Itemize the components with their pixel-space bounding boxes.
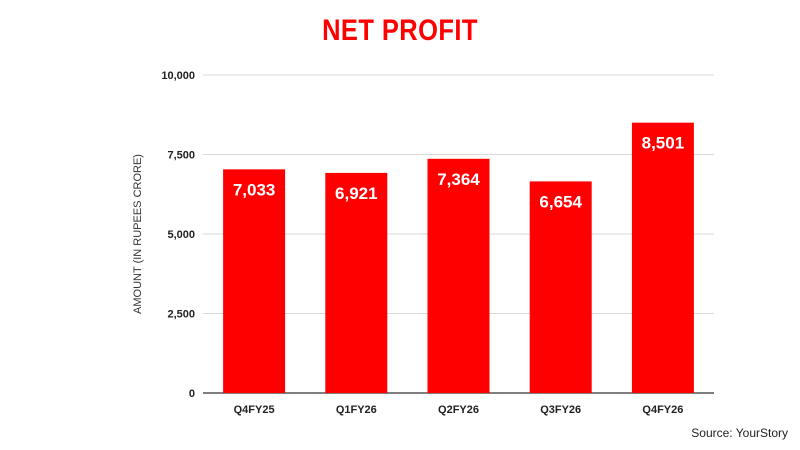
bar-q4fy25 [223,169,286,393]
data-labels: 7,033 6,921 7,364 6,654 8,501 [233,134,684,212]
y-axis-title: AMOUNT (IN RUPEES CRORE) [132,154,144,314]
data-label: 6,921 [335,184,378,203]
data-label: 8,501 [642,134,685,153]
x-category-label: Q1FY26 [336,404,377,416]
x-category-label: Q2FY26 [438,404,479,416]
y-tick-label: 2,500 [167,309,195,321]
bar-q1fy26 [325,172,388,393]
bar-q3fy26 [529,181,592,393]
y-tick-label: 5,000 [167,229,195,241]
x-category-label: Q4FY25 [234,404,275,416]
x-category-label: Q4FY26 [642,404,683,416]
y-tick-label: 7,500 [167,150,195,162]
y-tick-label: 10,000 [161,70,195,82]
data-label: 6,654 [539,192,582,211]
data-label: 7,033 [233,180,276,199]
bar-q4fy26 [631,122,694,393]
source-note: Source: YourStory [691,426,788,440]
chart-title: NET PROFIT [322,14,478,47]
y-axis-ticks: 0 2,500 5,000 7,500 10,000 [161,70,195,400]
bars [223,122,694,393]
y-tick-label: 0 [189,388,195,400]
data-label: 7,364 [437,170,480,189]
x-axis-categories: Q4FY25 Q1FY26 Q2FY26 Q3FY26 Q4FY26 [234,404,684,416]
bar-q2fy26 [427,158,490,393]
x-category-label: Q3FY26 [540,404,581,416]
